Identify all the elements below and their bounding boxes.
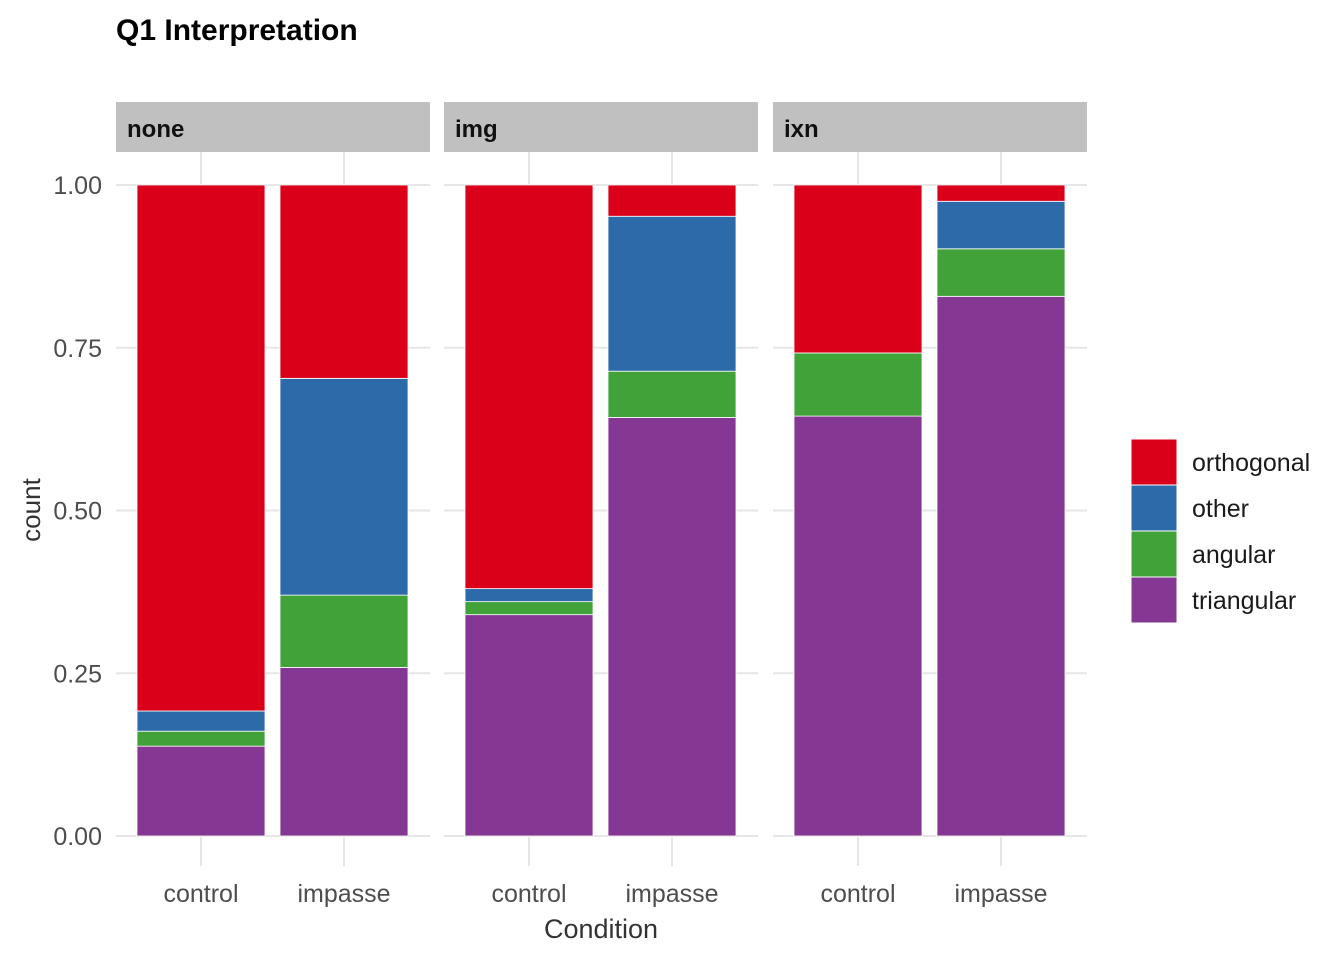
- facet-strip-label: img: [455, 116, 498, 143]
- bar-segment-triangular: [136, 745, 266, 837]
- bar-segment-orthogonal: [464, 184, 594, 590]
- bar-segment-triangular: [464, 614, 594, 837]
- bar-segment-angular: [464, 601, 594, 616]
- legend-label-angular: angular: [1192, 541, 1275, 569]
- bar-segment-other: [136, 710, 266, 732]
- x-axis-label: Condition: [544, 914, 658, 944]
- legend-key-other: [1130, 484, 1178, 532]
- facet-panel-ixn: ixn control impasse: [773, 102, 1087, 908]
- legend: orthogonal other angular triangular: [1130, 438, 1310, 624]
- bar-segment-orthogonal: [793, 184, 923, 354]
- x-tick-label: impasse: [954, 880, 1047, 908]
- bar-segment-angular: [607, 370, 737, 418]
- chart-title: Q1 Interpretation: [116, 14, 358, 47]
- facet-strip: [773, 102, 1087, 152]
- bar-segment-angular: [136, 730, 266, 747]
- facet-panel-none: none control impasse: [116, 102, 430, 908]
- y-tick-label: 0.00: [53, 823, 102, 851]
- legend-key-triangular: [1130, 576, 1178, 624]
- legend-key-orthogonal: [1130, 438, 1178, 486]
- bar-segment-angular: [279, 594, 409, 668]
- x-tick-label: impasse: [297, 880, 390, 908]
- facet-strip-label: none: [127, 116, 184, 143]
- y-tick-label: 0.25: [53, 660, 102, 688]
- bar-segment-other: [607, 215, 737, 372]
- bar-segment-triangular: [793, 415, 923, 837]
- facet-strip: [444, 102, 758, 152]
- bar-segment-angular: [936, 248, 1066, 297]
- facet-panel-img: img control impasse: [444, 102, 758, 908]
- bar-segment-orthogonal: [136, 184, 266, 712]
- x-tick-label: control: [491, 880, 566, 908]
- y-tick-label: 0.50: [53, 498, 102, 526]
- x-tick-label: impasse: [625, 880, 718, 908]
- bar-segment-other: [279, 377, 409, 596]
- y-axis-label: count: [16, 477, 46, 541]
- y-tick-labels: 0.00 0.25 0.50 0.75 1.00: [53, 172, 102, 851]
- x-tick-label: control: [163, 880, 238, 908]
- facet-strip-label: ixn: [784, 116, 819, 143]
- facet-strip: [116, 102, 430, 152]
- bar-segment-triangular: [279, 666, 409, 837]
- bar-segment-angular: [793, 352, 923, 417]
- bar-segment-orthogonal: [279, 184, 409, 379]
- y-tick-label: 1.00: [53, 172, 102, 200]
- bar-segment-triangular: [936, 295, 1066, 837]
- legend-label-other: other: [1192, 495, 1249, 523]
- facet-panels: none control impasse img control impasse ixn co…: [116, 102, 1087, 908]
- bar-segment-other: [936, 200, 1066, 250]
- bar-segment-orthogonal: [607, 184, 737, 217]
- legend-label-triangular: triangular: [1192, 587, 1296, 615]
- y-tick-label: 0.75: [53, 335, 102, 363]
- bar-segment-orthogonal: [936, 184, 1066, 202]
- bar-segment-triangular: [607, 417, 737, 837]
- legend-key-angular: [1130, 530, 1178, 578]
- bar-segment-other: [464, 588, 594, 603]
- x-tick-label: control: [820, 880, 895, 908]
- legend-label-orthogonal: orthogonal: [1192, 449, 1310, 477]
